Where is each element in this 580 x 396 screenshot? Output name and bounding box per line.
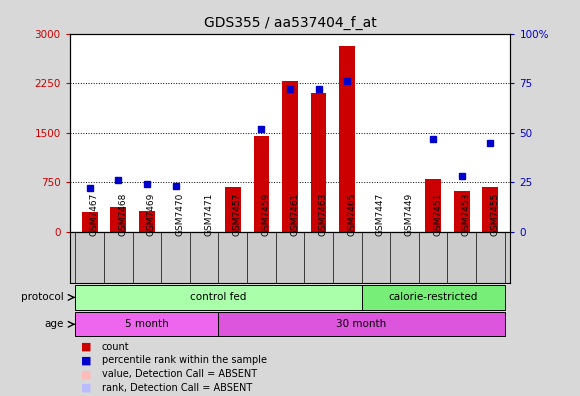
- Bar: [361, 285, 505, 310]
- Text: GSM7453: GSM7453: [462, 192, 471, 236]
- Text: GSM7457: GSM7457: [233, 192, 242, 236]
- Bar: [139, 211, 155, 232]
- Text: value, Detection Call = ABSENT: value, Detection Call = ABSENT: [102, 369, 256, 379]
- Text: GSM7468: GSM7468: [118, 192, 127, 236]
- Text: GSM7470: GSM7470: [176, 192, 184, 236]
- Bar: [75, 285, 361, 310]
- Text: GDS355 / aa537404_f_at: GDS355 / aa537404_f_at: [204, 16, 376, 30]
- Text: ■: ■: [81, 369, 92, 379]
- Bar: [253, 136, 269, 232]
- Text: control fed: control fed: [190, 292, 246, 302]
- Bar: [454, 191, 470, 232]
- Text: GSM7459: GSM7459: [262, 192, 270, 236]
- Text: GSM7463: GSM7463: [318, 192, 328, 236]
- Text: GSM7447: GSM7447: [376, 192, 385, 236]
- Text: GSM7455: GSM7455: [490, 192, 499, 236]
- Bar: [311, 93, 327, 232]
- Bar: [82, 212, 97, 232]
- Text: protocol: protocol: [21, 292, 64, 303]
- Text: ■: ■: [81, 383, 92, 393]
- Bar: [219, 312, 505, 337]
- Bar: [425, 179, 441, 232]
- Text: 5 month: 5 month: [125, 319, 169, 329]
- Bar: [75, 312, 219, 337]
- Text: percentile rank within the sample: percentile rank within the sample: [102, 355, 266, 366]
- Text: count: count: [102, 341, 129, 352]
- Bar: [339, 46, 355, 232]
- Text: age: age: [45, 319, 64, 329]
- Text: rank, Detection Call = ABSENT: rank, Detection Call = ABSENT: [102, 383, 252, 393]
- Text: GSM7461: GSM7461: [290, 192, 299, 236]
- Text: ■: ■: [81, 341, 92, 352]
- Text: GSM7469: GSM7469: [147, 192, 156, 236]
- Text: 30 month: 30 month: [336, 319, 387, 329]
- Text: ■: ■: [81, 355, 92, 366]
- Text: GSM7471: GSM7471: [204, 192, 213, 236]
- Bar: [110, 207, 126, 232]
- Text: GSM7449: GSM7449: [404, 192, 414, 236]
- Bar: [225, 187, 241, 232]
- Text: calorie-restricted: calorie-restricted: [389, 292, 478, 302]
- Bar: [282, 81, 298, 232]
- Text: GSM7451: GSM7451: [433, 192, 442, 236]
- Text: GSM7465: GSM7465: [347, 192, 356, 236]
- Text: GSM7467: GSM7467: [90, 192, 99, 236]
- Bar: [483, 187, 498, 232]
